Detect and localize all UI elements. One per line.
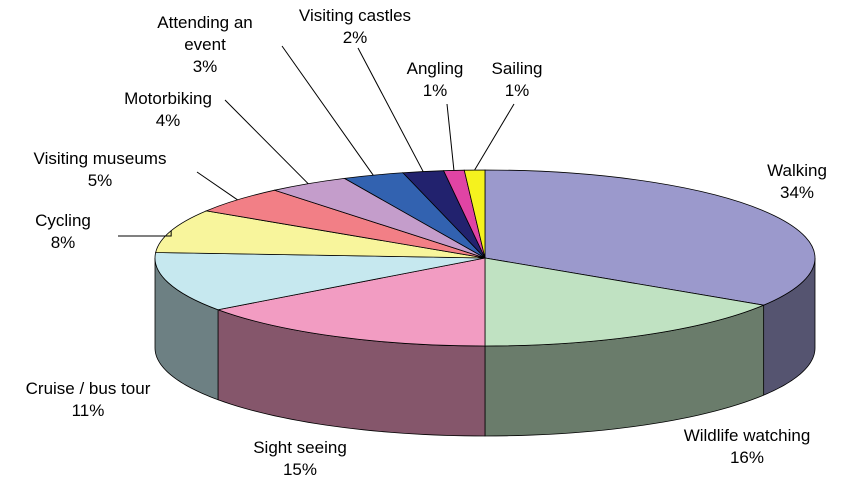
category-label: Cruise / bus tour bbox=[25, 379, 151, 398]
value-label: 34% bbox=[779, 183, 815, 202]
leader-line bbox=[118, 230, 172, 237]
leader-line bbox=[224, 99, 309, 185]
leader-line bbox=[196, 171, 238, 201]
slice bbox=[484, 257, 766, 347]
category-label: Walking bbox=[767, 161, 827, 180]
slice bbox=[463, 169, 486, 259]
slice-label: Sailing 1% bbox=[491, 58, 542, 102]
slice-label: Wildlife watching 16% bbox=[684, 425, 811, 469]
leader-line bbox=[474, 103, 515, 171]
category-label: Visiting museums bbox=[33, 149, 167, 168]
value-label: 3% bbox=[192, 57, 218, 76]
slice-label: Attending an event 3% bbox=[145, 12, 265, 78]
category-label: Angling bbox=[406, 59, 464, 78]
category-label: Cycling bbox=[35, 211, 91, 230]
slice-label: Angling 1% bbox=[407, 58, 464, 102]
leader-line bbox=[357, 47, 424, 172]
value-label: 1% bbox=[504, 81, 530, 100]
slice bbox=[484, 169, 816, 306]
value-label: 16% bbox=[729, 448, 765, 467]
slice-label: Visiting museums 5% bbox=[34, 148, 167, 192]
value-label: 15% bbox=[282, 460, 318, 479]
category-label: Visiting castles bbox=[298, 6, 412, 25]
leader-line bbox=[446, 103, 455, 171]
slice-label: Motorbiking 4% bbox=[124, 88, 212, 132]
value-label: 4% bbox=[155, 111, 181, 130]
value-label: 1% bbox=[422, 81, 448, 100]
leader-line bbox=[281, 45, 374, 176]
category-label: Sailing bbox=[491, 59, 543, 78]
category-label: Sight seeing bbox=[253, 438, 347, 457]
slice-label: Walking 34% bbox=[767, 160, 827, 204]
value-label: 8% bbox=[50, 233, 76, 252]
value-label: 5% bbox=[87, 171, 113, 190]
slice-label: Sight seeing 15% bbox=[253, 437, 347, 481]
value-label: 11% bbox=[71, 401, 105, 420]
category-label: Attending an event bbox=[157, 13, 253, 54]
slice-label: Cruise / bus tour 11% bbox=[26, 378, 151, 422]
category-label: Wildlife watching bbox=[683, 426, 811, 445]
slice bbox=[216, 257, 486, 347]
value-label: 2% bbox=[342, 28, 368, 47]
slice bbox=[154, 252, 486, 311]
slice-label: Visiting castles 2% bbox=[299, 5, 411, 49]
slice-label: Cycling 8% bbox=[35, 210, 91, 254]
category-label: Motorbiking bbox=[124, 89, 212, 108]
